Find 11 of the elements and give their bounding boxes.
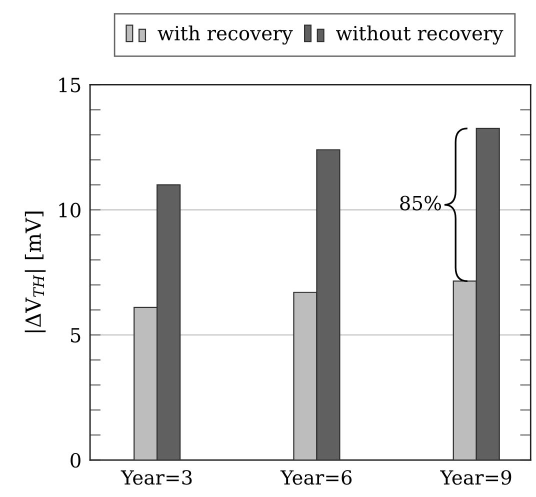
legend-label: without recovery	[336, 25, 504, 45]
x-tick-label: Year=9	[440, 470, 512, 485]
annotation: 85%	[400, 196, 441, 210]
y-tick-label: 15	[59, 78, 80, 92]
y-axis-title: |ΔV$_{TH}$| [mV]	[24, 212, 46, 332]
y-tick-label: 5	[70, 328, 80, 343]
y-tick-label: 10	[59, 202, 80, 218]
y-tick-label: 0	[70, 452, 80, 468]
x-tick-label: Year=3	[120, 470, 192, 485]
legend-label: with recovery	[158, 25, 293, 45]
x-tick-label: Year=6	[280, 470, 352, 485]
